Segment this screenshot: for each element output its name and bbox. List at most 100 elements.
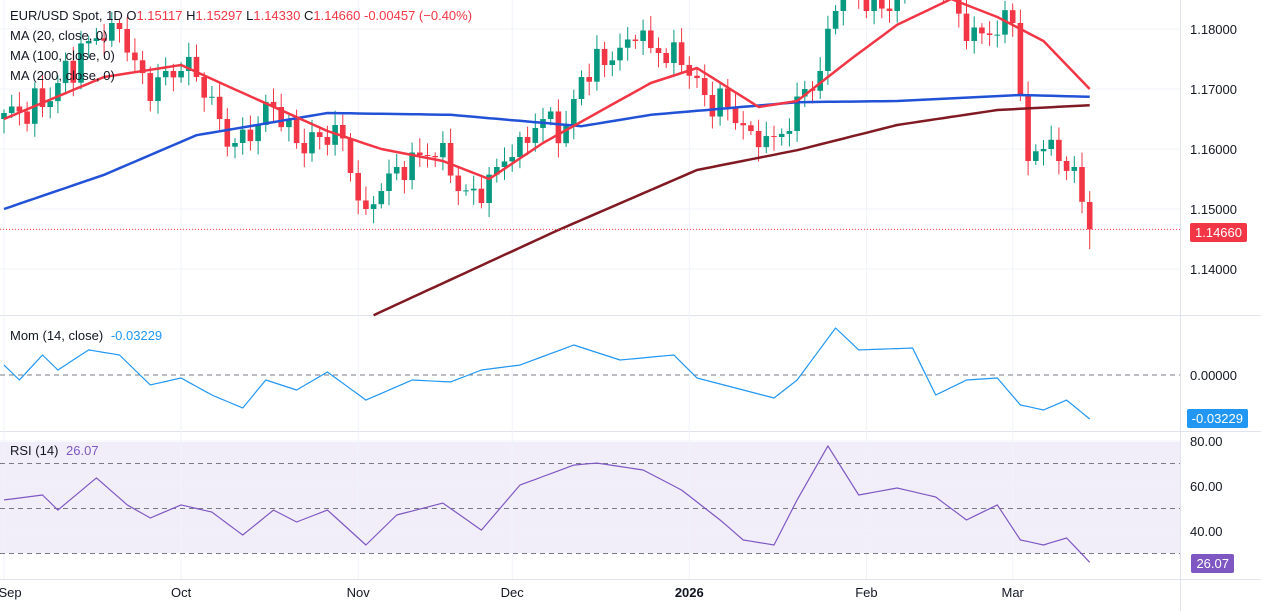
rsi-axis-tick: 80.00 <box>1190 434 1223 449</box>
candle <box>62 52 69 93</box>
candle-body <box>879 0 885 9</box>
open-value: 1.15117 <box>136 8 183 23</box>
candle-body <box>871 0 877 11</box>
candle-body <box>671 42 677 64</box>
candle <box>601 41 608 78</box>
symbol-legend: EUR/USD Spot, 1D O1.15117 H1.15297 L1.14… <box>10 8 472 23</box>
candle <box>509 144 515 172</box>
candle-body <box>732 107 739 124</box>
candle <box>1048 125 1054 156</box>
candle-body <box>501 161 508 167</box>
candle <box>78 30 84 90</box>
candle-body <box>255 125 261 142</box>
candle-body <box>617 47 623 61</box>
candle <box>109 11 115 47</box>
candle-body <box>1071 167 1078 171</box>
candle-body <box>463 190 469 192</box>
candle-body <box>640 30 646 41</box>
candle <box>671 29 677 78</box>
last-price-tag: 1.14660 <box>1190 223 1247 242</box>
ma100-legend[interactable]: MA (100, close, 0) <box>10 48 115 63</box>
candle <box>1071 156 1078 183</box>
momentum-value-tag: -0.03229 <box>1186 409 1248 428</box>
candle-body <box>663 53 669 64</box>
candle-body <box>424 155 431 156</box>
candle <box>740 111 746 140</box>
candle <box>648 16 654 54</box>
candle <box>1017 9 1024 101</box>
candle <box>263 94 269 132</box>
candle <box>871 0 877 25</box>
candle-body <box>648 30 654 49</box>
rsi-axis-tick: 40.00 <box>1190 524 1223 539</box>
candle-body <box>1033 151 1039 161</box>
candle-body <box>16 106 23 112</box>
candle <box>224 108 231 157</box>
candle <box>709 81 716 129</box>
candle-body <box>1048 139 1054 149</box>
candle <box>255 116 261 155</box>
candle <box>440 131 446 171</box>
candle <box>686 56 693 89</box>
candle <box>825 15 831 85</box>
rsi-legend-value: 26.07 <box>66 443 99 458</box>
candle <box>301 128 308 168</box>
candle <box>309 120 315 162</box>
candle-body <box>755 131 762 148</box>
open-label: O <box>126 8 137 23</box>
candle <box>517 131 523 169</box>
candle <box>386 159 392 206</box>
candle-body <box>956 0 962 14</box>
candle-body <box>894 0 900 12</box>
candle <box>809 81 816 104</box>
candle <box>763 121 770 154</box>
candle-body <box>417 152 423 155</box>
candle-body <box>316 132 323 137</box>
candle-body <box>979 27 985 34</box>
ma200-legend[interactable]: MA (200, close, 0) <box>10 68 115 83</box>
candle-body <box>170 71 177 78</box>
candle <box>663 48 669 68</box>
candle <box>571 89 577 140</box>
candle <box>678 28 685 73</box>
candle-body <box>725 88 731 107</box>
ma20-legend[interactable]: MA (20, close, 0) <box>10 28 108 43</box>
candle <box>832 5 839 35</box>
candle-body <box>601 48 608 65</box>
candle <box>186 42 192 86</box>
candle-body <box>794 96 800 131</box>
candle <box>55 75 61 114</box>
candle <box>363 186 369 215</box>
candle <box>85 35 92 58</box>
candle <box>393 153 400 181</box>
candle-body <box>332 125 338 145</box>
rsi-legend[interactable]: RSI (14) 26.07 <box>10 443 99 458</box>
candle <box>555 99 562 158</box>
candle <box>501 147 508 180</box>
candle-body <box>578 77 585 99</box>
price-axis-tick: 1.17000 <box>1190 82 1237 97</box>
candle <box>840 0 847 26</box>
candle <box>755 119 762 162</box>
candle <box>1086 191 1093 250</box>
candle <box>316 128 323 150</box>
candle-body <box>55 83 61 102</box>
candle-body <box>162 71 169 78</box>
candle-body <box>393 167 400 174</box>
candle <box>609 51 616 77</box>
candle-body <box>1063 161 1070 171</box>
rsi-title: RSI (14) <box>10 443 59 458</box>
candle-body <box>694 75 700 79</box>
momentum-legend[interactable]: Mom (14, close) -0.03229 <box>10 328 162 343</box>
candle <box>994 20 1001 48</box>
candle <box>594 35 600 91</box>
candle <box>817 57 823 99</box>
candle <box>532 113 539 152</box>
candle <box>748 121 754 135</box>
candle-body <box>139 60 146 74</box>
candle-body <box>224 119 231 147</box>
candle-body <box>586 77 592 82</box>
candle-body <box>840 0 847 11</box>
